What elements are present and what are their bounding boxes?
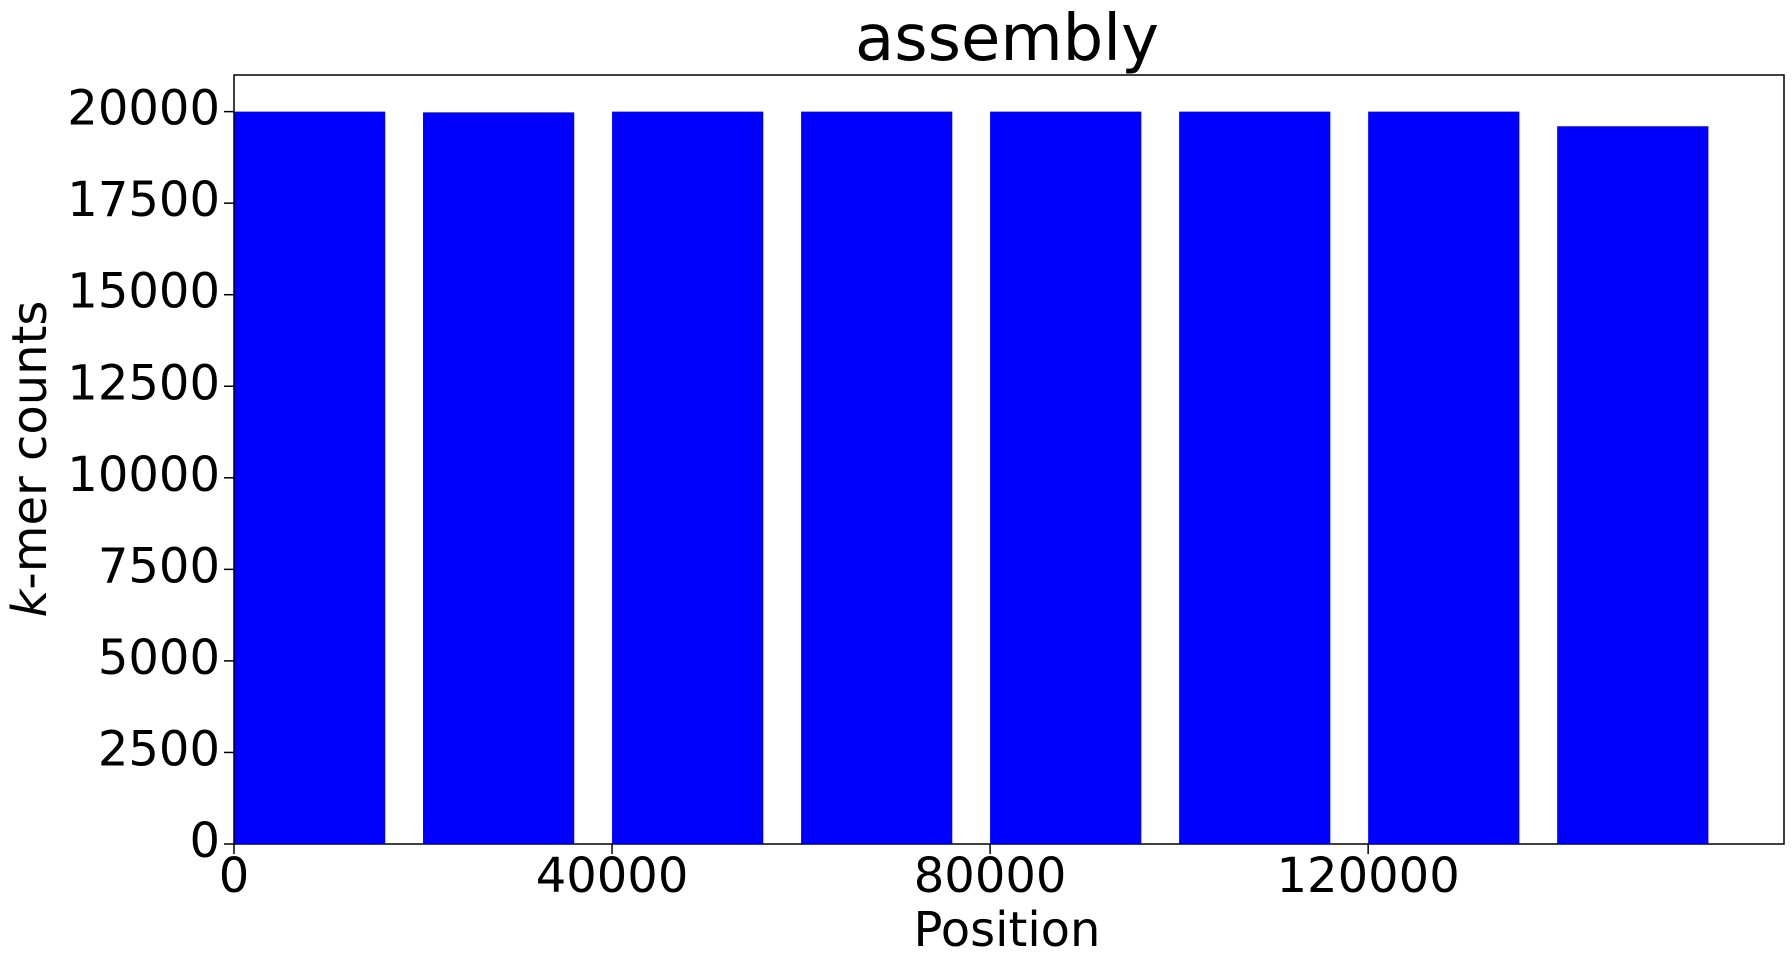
y-tick-label: 2500 [98,721,220,777]
bar [801,111,953,845]
y-tick-label: 20000 [67,81,220,137]
y-tick-label: 7500 [98,538,220,594]
y-tick-label: 17500 [67,172,220,228]
y-tick-label: 12500 [67,355,220,411]
y-tick-label: 15000 [67,264,220,320]
x-tick-label: 40000 [536,848,689,904]
x-tick-label: 0 [219,848,250,904]
y-tick-label: 5000 [98,630,220,686]
x-axis-ticks: 0 40000 80000 120000 [219,844,1460,904]
bar [423,112,575,844]
bar [1557,126,1709,845]
y-tick-label: 10000 [67,447,220,503]
bar [612,111,764,845]
bars-layer [234,111,1709,845]
bar [1179,111,1331,845]
x-tick-label: 80000 [914,848,1067,904]
y-tick-label: 0 [189,813,220,869]
bar [990,111,1142,845]
x-axis-label: Position [914,902,1101,958]
bar [1368,111,1520,845]
y-axis-ticks: 0 2500 5000 7500 10000 12500 15000 17500 20000 [67,81,234,869]
plot-frame [233,74,1785,845]
y-axis-label-italic-part: k [2,587,58,617]
x-tick-label: 120000 [1277,848,1460,904]
chart-title: assembly [855,2,1159,76]
bar [234,111,386,845]
y-axis-label-rest: -mer counts [2,301,58,590]
y-axis-label: k-mer counts [2,301,58,618]
